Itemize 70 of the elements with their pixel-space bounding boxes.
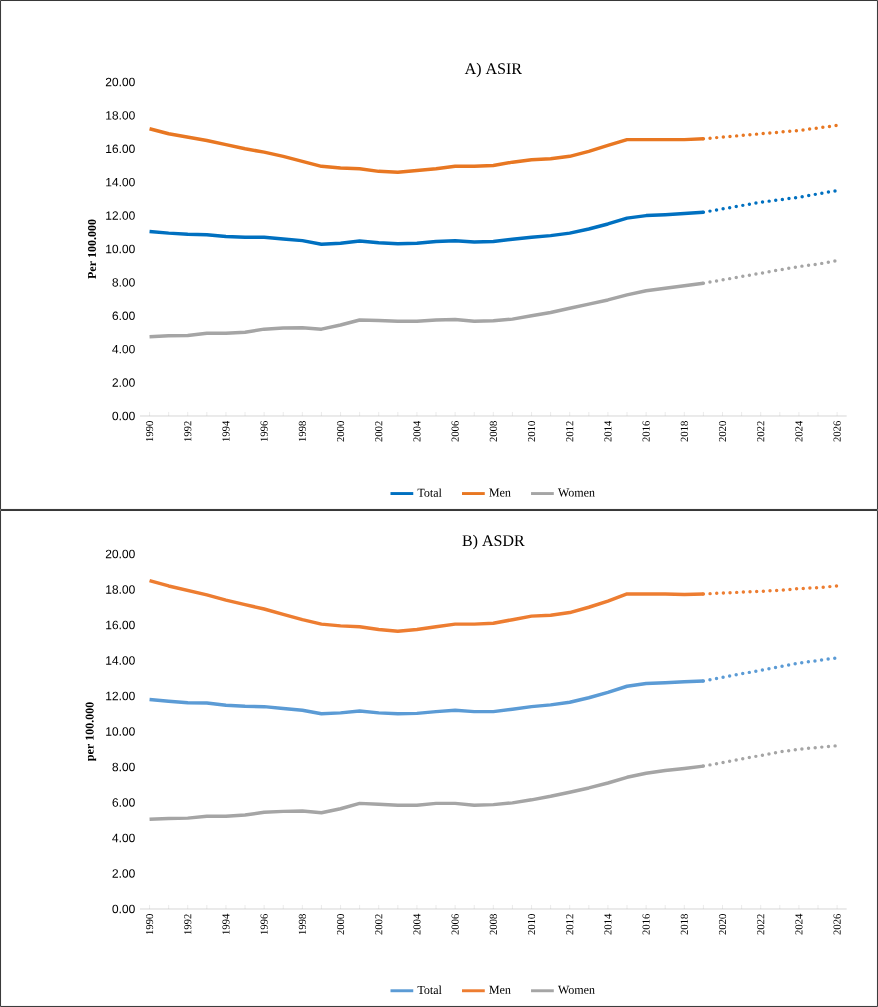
x-tick-label: 2008	[489, 914, 497, 935]
y-tick-label: 14.00	[106, 656, 135, 665]
x-tick-label: 2016	[642, 914, 650, 935]
y-tick-label: 4.00	[112, 833, 135, 843]
x-tick-label: 2000	[336, 421, 345, 442]
y-axis-title: per 100.000	[85, 702, 97, 762]
y-tick-label: 12.00	[106, 691, 135, 701]
x-tick-label: 1990	[145, 421, 154, 442]
y-tick-label: 8.00	[112, 278, 135, 287]
legend-label: Total	[417, 488, 442, 497]
y-axis-title: Per 100.000	[87, 219, 97, 279]
x-tick-label: 2018	[680, 421, 688, 442]
y-tick-label: 16.00	[106, 144, 135, 154]
x-tick-label: 2010	[527, 421, 536, 442]
x-tick-label: 2008	[489, 421, 497, 442]
chart-title: B) ASDR	[462, 534, 525, 550]
y-tick-label: 8.00	[112, 762, 135, 772]
y-tick-label: 0.00	[112, 904, 135, 914]
x-tick-label: 1996	[260, 421, 268, 442]
y-tick-label: 6.00	[112, 311, 135, 321]
x-tick-label: 2012	[566, 914, 574, 935]
legend-label: Total	[417, 985, 442, 995]
x-tick-label: 2024	[795, 420, 803, 442]
x-tick-label: 1996	[260, 914, 268, 935]
y-tick-label: 12.00	[106, 211, 135, 220]
x-tick-label: 2020	[718, 421, 727, 442]
x-tick-label: 2014	[604, 420, 612, 442]
x-tick-label: 2004	[413, 420, 421, 442]
x-tick-label: 2002	[375, 914, 383, 935]
y-tick-label: 2.00	[112, 378, 135, 387]
x-tick-label: 2004	[413, 913, 421, 935]
x-tick-label: 2020	[718, 914, 727, 935]
x-tick-label: 1998	[298, 421, 306, 442]
y-tick-label: 10.00	[106, 727, 135, 736]
legend-label: Women	[557, 985, 595, 994]
y-tick-label: 6.00	[112, 798, 135, 807]
legend-label: Men	[489, 488, 511, 497]
x-tick-label: 2006	[451, 914, 459, 935]
x-tick-label: 2022	[757, 421, 765, 442]
x-tick-label: 2000	[336, 914, 345, 935]
x-tick-label: 2024	[795, 913, 803, 935]
y-tick-label: 10.00	[106, 244, 135, 254]
y-tick-label: 18.00	[106, 111, 135, 120]
x-tick-label: 2012	[566, 421, 574, 442]
y-tick-label: 20.00	[105, 549, 135, 559]
y-tick-label: 16.00	[106, 620, 135, 630]
x-tick-label: 1992	[184, 421, 192, 442]
x-tick-label: 1994	[222, 913, 230, 935]
x-tick-label: 2006	[451, 421, 459, 442]
y-tick-label: 0.00	[112, 411, 135, 421]
y-tick-label: 2.00	[112, 869, 135, 878]
x-tick-label: 2010	[527, 914, 536, 935]
x-tick-label: 2018	[680, 914, 688, 935]
x-tick-label: 2002	[375, 421, 383, 442]
legend-label: Men	[489, 985, 511, 994]
y-tick-label: 14.00	[106, 177, 135, 187]
chart-title: A) ASIR	[464, 62, 522, 78]
x-tick-label: 2026	[833, 421, 841, 442]
x-tick-label: 1992	[184, 914, 192, 935]
x-tick-label: 2026	[833, 914, 841, 935]
x-tick-label: 2022	[757, 914, 765, 935]
x-tick-label: 2016	[642, 421, 650, 442]
x-tick-label: 2014	[604, 913, 612, 935]
x-tick-label: 1998	[298, 914, 306, 935]
y-tick-label: 4.00	[112, 344, 135, 354]
y-tick-label: 18.00	[106, 585, 135, 594]
legend-label: Women	[557, 488, 595, 497]
x-tick-label: 1990	[145, 914, 154, 935]
x-tick-label: 1994	[222, 420, 230, 442]
y-tick-label: 20.00	[105, 77, 135, 87]
